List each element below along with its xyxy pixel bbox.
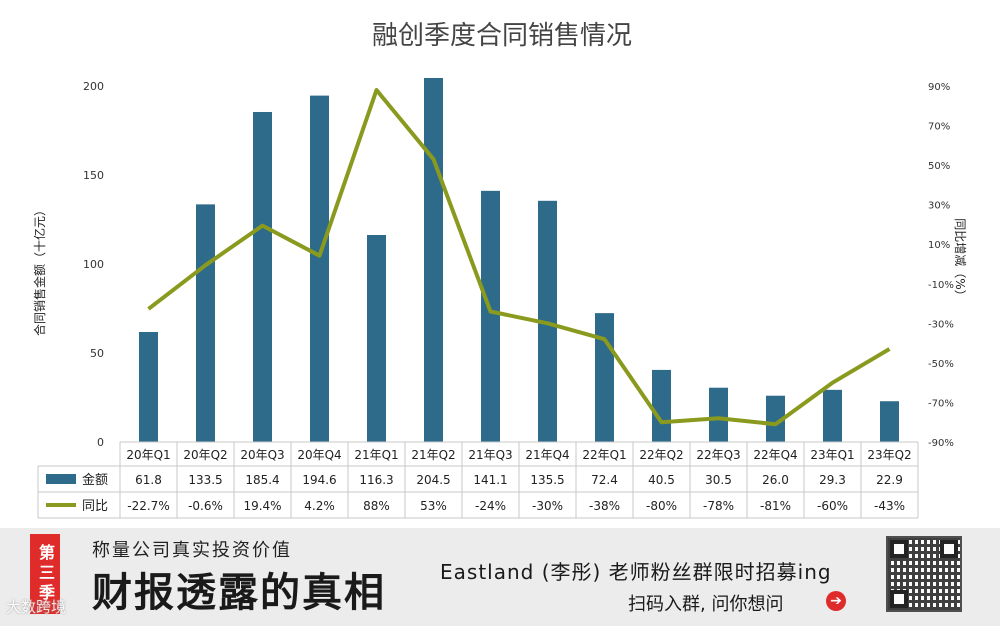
y-axis-label: 合同销售金额（十亿元） <box>32 204 47 336</box>
category-label: 22年Q4 <box>753 448 797 462</box>
bar <box>766 395 785 442</box>
data-table: 20年Q1 20年Q2 20年Q3 20年Q4 21年Q1 21年Q2 21年Q3 21年Q4… <box>37 441 919 519</box>
legend-label: 金额 <box>82 472 108 488</box>
y2-tick-label: -70% <box>928 398 954 409</box>
data-label: -81% <box>760 499 791 513</box>
y-tick-label: 150 <box>83 169 104 182</box>
data-label: 53% <box>420 499 447 513</box>
qr-code-icon[interactable] <box>886 536 962 612</box>
data-label: 185.4 <box>245 473 279 487</box>
bar <box>595 313 614 442</box>
category-label: 20年Q1 <box>126 448 170 462</box>
y2-tick-label: -10% <box>928 280 954 291</box>
banner-brand: 财报透露的真相 <box>92 569 386 616</box>
bar <box>481 190 500 442</box>
data-label: 88% <box>363 499 390 513</box>
category-label: 20年Q4 <box>297 448 341 462</box>
category-label: 20年Q3 <box>240 448 284 462</box>
category-label: 21年Q1 <box>354 448 398 462</box>
y-tick-label: 50 <box>90 347 104 360</box>
data-label: 141.1 <box>473 473 507 487</box>
line-series <box>147 88 891 427</box>
chart-title: 融创季度合同销售情况 <box>372 21 632 51</box>
y-tick-label: 200 <box>83 80 104 93</box>
y-tick-label: 0 <box>97 436 104 449</box>
arrow-right-icon[interactable]: ➔ <box>826 591 846 611</box>
bar <box>196 204 215 442</box>
category-label: 21年Q2 <box>411 448 455 462</box>
data-label: 26.0 <box>762 473 789 487</box>
data-label: 72.4 <box>591 473 618 487</box>
category-label: 22年Q1 <box>582 448 626 462</box>
bar <box>310 95 329 442</box>
bar <box>652 369 671 442</box>
watermark: 大数跨境 <box>6 598 67 616</box>
y2-tick-label: 30% <box>928 201 950 212</box>
data-label: 29.3 <box>819 473 846 487</box>
category-label: 22年Q3 <box>696 448 740 462</box>
chart: 融创季度合同销售情况 0 50 100 150 200 -90% -70% -50% -30%… <box>32 21 967 519</box>
category-label: 21年Q3 <box>468 448 512 462</box>
bar <box>367 234 386 442</box>
data-label: 194.6 <box>302 473 336 487</box>
category-label: 23年Q1 <box>810 448 854 462</box>
bar <box>424 77 443 443</box>
data-label: 4.2% <box>304 499 335 513</box>
data-label: -0.6% <box>188 499 223 513</box>
y-tick-label: 100 <box>83 258 104 271</box>
category-label: 20年Q2 <box>183 448 227 462</box>
data-label: -38% <box>589 499 620 513</box>
y2-tick-label: 50% <box>928 161 950 172</box>
bar <box>139 331 158 442</box>
bar <box>880 401 899 442</box>
data-label: -78% <box>703 499 734 513</box>
legend-swatch-bar <box>46 474 76 484</box>
data-label: 19.4% <box>243 499 281 513</box>
data-label: -60% <box>817 499 848 513</box>
bar-series <box>139 77 899 443</box>
bar <box>709 387 728 442</box>
y2-tick-label: -30% <box>928 319 954 330</box>
category-label: 22年Q2 <box>639 448 683 462</box>
data-label: 204.5 <box>416 473 450 487</box>
data-label: 133.5 <box>188 473 222 487</box>
y2-tick-label: -90% <box>928 438 954 449</box>
data-label: 61.8 <box>135 473 162 487</box>
legend-label: 同比 <box>82 499 108 514</box>
y2-tick-label: -50% <box>928 359 954 370</box>
data-label: -22.7% <box>127 499 169 513</box>
banner-tagline: 称量公司真实投资价值 <box>92 540 292 561</box>
line-path <box>147 88 891 427</box>
y-axis-left: 0 50 100 150 200 <box>83 80 104 449</box>
y2-tick-label: 90% <box>928 82 950 93</box>
data-label: 22.9 <box>876 473 903 487</box>
data-label: -43% <box>874 499 905 513</box>
data-label: -80% <box>646 499 677 513</box>
bar <box>823 389 842 442</box>
y2-axis-label: 同比增减（%） <box>953 218 967 301</box>
category-label: 21年Q4 <box>525 448 569 462</box>
season-badge: 第三季 <box>30 534 60 614</box>
bar <box>253 111 272 442</box>
data-label: 40.5 <box>648 473 675 487</box>
y2-tick-label: 70% <box>928 122 950 133</box>
scan-text: 扫码入群, 问你想问 <box>628 594 784 615</box>
data-label: -24% <box>475 499 506 513</box>
data-label: 116.3 <box>359 473 393 487</box>
y2-tick-label: 10% <box>928 240 950 251</box>
category-label: 23年Q2 <box>867 448 911 462</box>
recruit-text: Eastland (李彤) 老师粉丝群限时招募ing <box>440 560 832 584</box>
data-label: -30% <box>532 499 563 513</box>
data-label: 135.5 <box>530 473 564 487</box>
y-axis-right: -90% -70% -50% -30% -10% 10% 30% 50% 70% 90% <box>928 82 954 449</box>
data-label: 30.5 <box>705 473 732 487</box>
